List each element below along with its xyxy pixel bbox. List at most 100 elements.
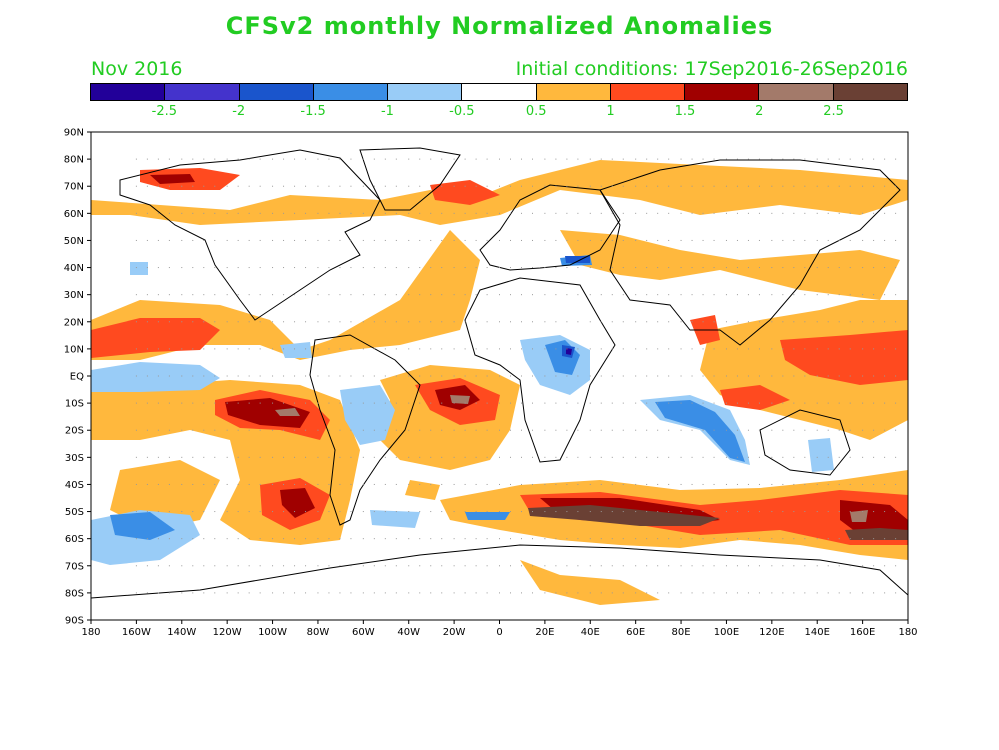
grid-dot: [441, 511, 443, 513]
grid-dot: [747, 483, 749, 485]
lat-tick-label: 10N: [64, 344, 84, 355]
grid-dot: [827, 456, 829, 458]
grid-dot: [635, 592, 637, 594]
grid-dot: [157, 592, 159, 594]
grid-dot: [135, 294, 137, 296]
grid-dot: [328, 456, 330, 458]
grid-dot: [873, 538, 875, 540]
grid-dot: [589, 565, 591, 567]
grid-dot: [317, 321, 319, 323]
grid-dot: [793, 294, 795, 296]
grid-dot: [168, 402, 170, 404]
grid-dot: [713, 267, 715, 269]
grid-dot: [146, 321, 148, 323]
grid-dot: [339, 348, 341, 350]
grid-dot: [622, 429, 624, 431]
grid-dot: [736, 294, 738, 296]
grid-dot: [873, 239, 875, 241]
grid-dot: [691, 212, 693, 214]
grid-dot: [680, 402, 682, 404]
grid-dot: [884, 267, 886, 269]
grid-dot: [339, 267, 341, 269]
grid-dot: [226, 348, 228, 350]
grid-dot: [408, 239, 410, 241]
grid-dot: [248, 538, 250, 540]
grid-dot: [135, 348, 137, 350]
grid-dot: [600, 321, 602, 323]
grid-dot: [181, 348, 183, 350]
grid-dot: [895, 158, 897, 160]
grid-dot: [146, 158, 148, 160]
grid-dot: [272, 375, 274, 377]
grid-dot: [838, 592, 840, 594]
grid-dot: [203, 375, 205, 377]
grid-dot: [453, 375, 455, 377]
grid-dot: [771, 511, 773, 513]
grid-dot: [622, 511, 624, 513]
grid-dot: [657, 375, 659, 377]
grid-dot: [691, 483, 693, 485]
lat-tick-label: 20N: [64, 317, 84, 328]
grid-dot: [486, 158, 488, 160]
lon-tick-label: 100E: [714, 627, 739, 638]
grid-dot: [294, 348, 296, 350]
grid-dot: [350, 185, 352, 187]
grid-dot: [214, 456, 216, 458]
grid-dot: [362, 456, 364, 458]
grid-dot: [577, 402, 579, 404]
grid-dot: [408, 348, 410, 350]
grid-dot: [849, 158, 851, 160]
grid-dot: [408, 402, 410, 404]
grid-dot: [657, 239, 659, 241]
grid-dot: [532, 158, 533, 160]
grid-dot: [646, 375, 648, 377]
grid-dot: [453, 267, 455, 269]
grid-dot: [816, 592, 818, 594]
grid-dot: [646, 158, 648, 160]
grid-dot: [214, 429, 216, 431]
grid-dot: [577, 321, 579, 323]
grid-dot: [691, 538, 693, 540]
lon-tick-label: 120W: [213, 627, 242, 638]
grid-dot: [635, 429, 637, 431]
grid-dot: [793, 185, 795, 187]
grid-dot: [804, 429, 806, 431]
grid-dot: [838, 565, 840, 567]
grid-dot: [384, 592, 386, 594]
grid-dot: [680, 267, 682, 269]
grid-dot: [600, 456, 602, 458]
grid-dot: [384, 511, 386, 513]
grid-dot: [668, 212, 670, 214]
grid-dot: [702, 348, 704, 350]
grid-dot: [827, 483, 829, 485]
grid-dot: [237, 429, 239, 431]
grid-dot: [793, 565, 795, 567]
grid-dot: [395, 212, 397, 214]
grid-dot: [668, 375, 670, 377]
grid-dot: [532, 321, 533, 323]
grid-dot: [804, 239, 806, 241]
grid-dot: [838, 294, 840, 296]
grid-dot: [895, 402, 897, 404]
grid-dot: [419, 511, 421, 513]
grid-dot: [272, 158, 274, 160]
grid-dot: [566, 185, 568, 187]
grid-dot: [793, 483, 795, 485]
grid-dot: [635, 483, 637, 485]
grid-dot: [725, 158, 727, 160]
grid-dot: [895, 321, 897, 323]
grid-dot: [736, 185, 738, 187]
grid-dot: [702, 538, 704, 540]
grid-dot: [521, 321, 522, 323]
lon-tick-label: 20E: [535, 627, 554, 638]
grid-dot: [362, 538, 364, 540]
coastlines: [91, 147, 908, 599]
lat-tick-label: 70S: [65, 561, 84, 572]
grid-dot: [203, 158, 205, 160]
grid-dot: [747, 321, 749, 323]
grid-dot: [532, 348, 533, 350]
grid-dot: [566, 456, 568, 458]
grid-dot: [782, 429, 784, 431]
grid-dot: [577, 456, 579, 458]
grid-dot: [248, 592, 250, 594]
